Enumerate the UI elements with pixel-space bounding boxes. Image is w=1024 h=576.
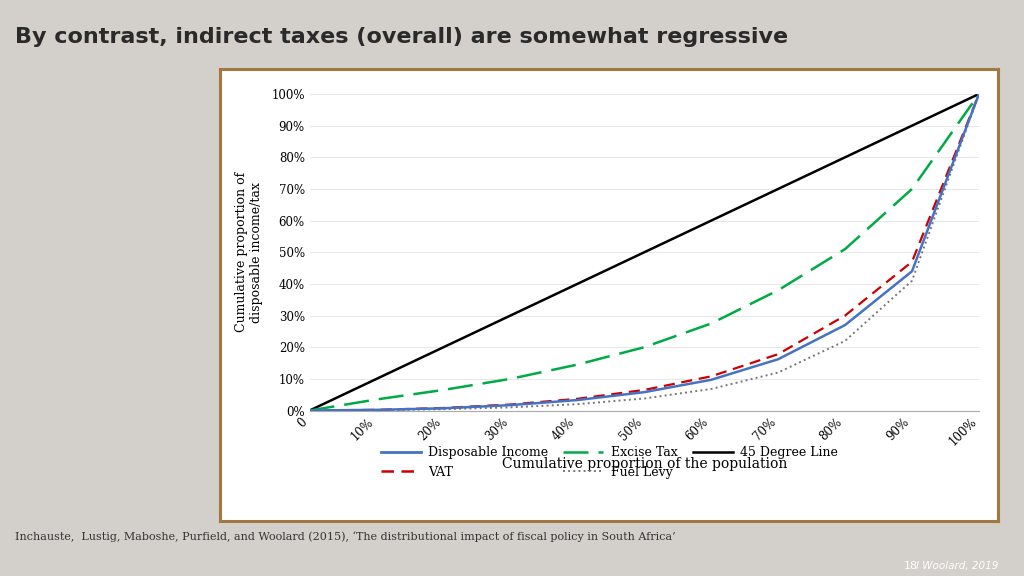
- Text: By contrast, indirect taxes (overall) are somewhat regressive: By contrast, indirect taxes (overall) ar…: [15, 28, 788, 47]
- X-axis label: Cumulative proportion of the population: Cumulative proportion of the population: [502, 457, 787, 471]
- Text: 18: 18: [904, 560, 919, 571]
- Text: Inchauste,  Lustig, Maboshe, Purfield, and Woolard (2015), ‘The distributional i: Inchauste, Lustig, Maboshe, Purfield, an…: [15, 532, 676, 542]
- Legend: Disposable Income, VAT, Excise Tax, Fuel Levy, 45 Degree Line: Disposable Income, VAT, Excise Tax, Fuel…: [376, 441, 843, 484]
- Y-axis label: Cumulative proportion of
disposable income/tax: Cumulative proportion of disposable inco…: [234, 172, 263, 332]
- Text: I Woolard, 2019: I Woolard, 2019: [916, 560, 998, 571]
